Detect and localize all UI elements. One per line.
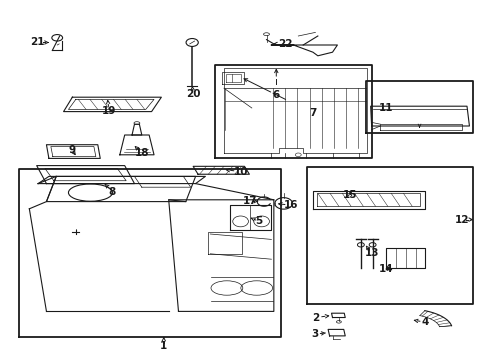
Text: 8: 8 xyxy=(109,186,116,197)
Text: 13: 13 xyxy=(364,248,378,258)
Text: 17: 17 xyxy=(242,196,257,206)
Text: 10: 10 xyxy=(233,167,247,177)
Polygon shape xyxy=(46,176,195,202)
Text: 16: 16 xyxy=(283,200,298,210)
Text: 7: 7 xyxy=(308,108,316,118)
Text: 14: 14 xyxy=(378,264,393,274)
Polygon shape xyxy=(168,200,273,311)
Text: 9: 9 xyxy=(69,145,76,156)
Text: 2: 2 xyxy=(311,312,318,323)
Text: 18: 18 xyxy=(134,148,149,158)
Text: 3: 3 xyxy=(311,329,318,339)
Ellipse shape xyxy=(368,243,375,247)
Text: 5: 5 xyxy=(255,216,262,226)
Text: 20: 20 xyxy=(185,89,200,99)
Text: 15: 15 xyxy=(342,190,357,201)
Text: 22: 22 xyxy=(277,39,292,49)
Text: 4: 4 xyxy=(421,317,428,327)
Text: 21: 21 xyxy=(30,37,44,48)
Ellipse shape xyxy=(185,39,198,46)
Text: 6: 6 xyxy=(272,90,279,100)
Text: 12: 12 xyxy=(453,215,468,225)
Polygon shape xyxy=(193,166,249,174)
Text: 1: 1 xyxy=(160,341,167,351)
Polygon shape xyxy=(38,176,205,184)
Text: 19: 19 xyxy=(102,105,116,116)
Ellipse shape xyxy=(357,243,364,247)
Text: 11: 11 xyxy=(378,103,393,113)
